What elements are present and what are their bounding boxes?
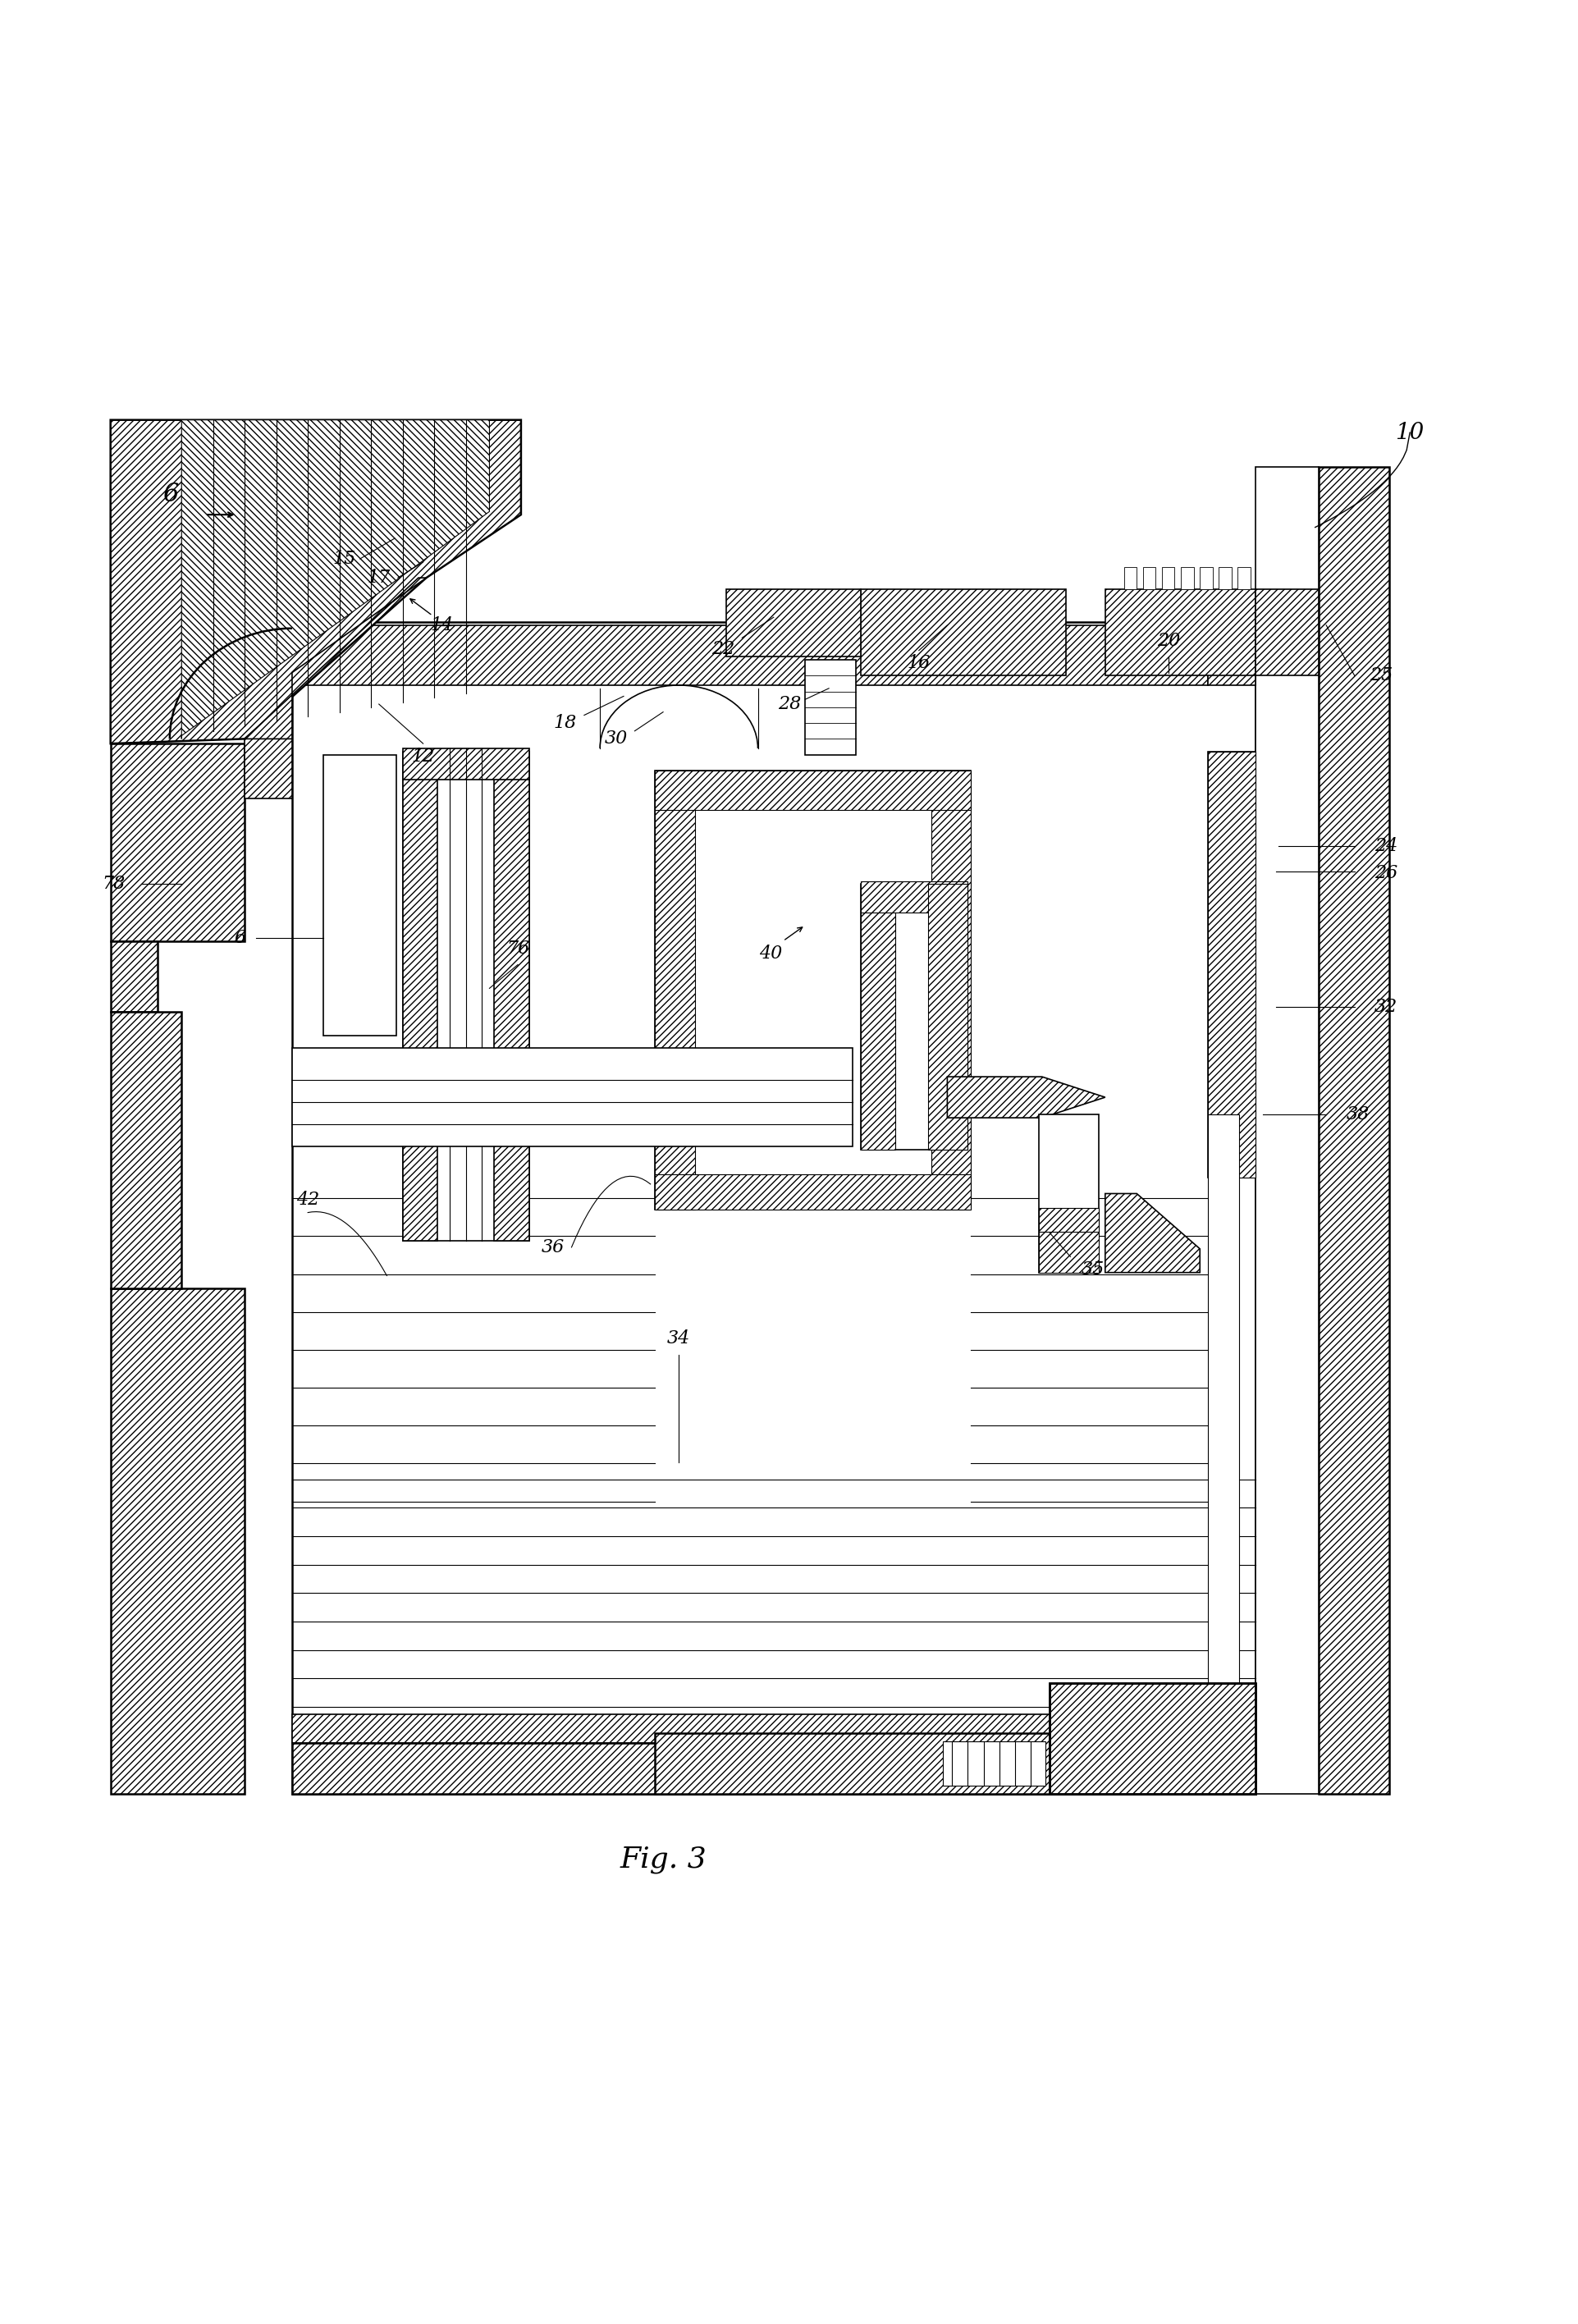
Bar <box>655 772 970 809</box>
Text: 38: 38 <box>1346 1106 1368 1125</box>
Bar <box>1255 467 1318 1794</box>
Bar <box>928 883 967 1150</box>
Polygon shape <box>245 579 426 739</box>
Bar <box>1142 567 1155 588</box>
Text: 78: 78 <box>103 876 125 892</box>
Bar <box>1049 1683 1255 1794</box>
Text: 6: 6 <box>163 481 178 507</box>
Bar <box>494 751 529 1241</box>
Bar <box>292 1048 852 1146</box>
Text: 17: 17 <box>368 569 390 588</box>
Text: 16: 16 <box>907 653 929 672</box>
Text: 26: 26 <box>1374 865 1397 883</box>
Bar <box>110 1011 181 1287</box>
Text: 12: 12 <box>412 748 434 765</box>
Text: 6: 6 <box>234 930 246 946</box>
Bar <box>292 625 1207 686</box>
Bar <box>110 1287 245 1794</box>
Text: 30: 30 <box>604 730 626 748</box>
Bar <box>1207 1116 1239 1715</box>
Text: 36: 36 <box>541 1239 563 1257</box>
Bar <box>402 751 437 1241</box>
Bar <box>1318 467 1389 1794</box>
Bar <box>1161 567 1174 588</box>
Bar <box>1049 1683 1255 1794</box>
Bar <box>726 588 860 658</box>
Bar <box>1207 751 1255 1178</box>
Bar <box>1237 567 1250 588</box>
Text: 34: 34 <box>667 1329 690 1348</box>
Text: 15: 15 <box>333 551 355 567</box>
Bar <box>1207 625 1255 686</box>
Text: 40: 40 <box>759 944 781 962</box>
Text: 20: 20 <box>1157 632 1179 651</box>
Text: 22: 22 <box>712 639 734 658</box>
Text: 76: 76 <box>507 939 529 957</box>
Bar <box>1207 751 1255 1178</box>
Bar <box>245 739 292 799</box>
Bar <box>931 772 970 1208</box>
Polygon shape <box>947 1076 1105 1118</box>
Bar <box>1199 567 1212 588</box>
Bar <box>655 1174 970 1208</box>
Bar <box>860 883 967 1150</box>
Bar <box>1255 588 1318 676</box>
Polygon shape <box>110 421 521 744</box>
Text: 24: 24 <box>1374 837 1397 855</box>
Bar <box>323 755 396 1037</box>
Bar <box>110 941 158 1011</box>
Text: 25: 25 <box>1370 667 1392 686</box>
Bar <box>1180 567 1193 588</box>
Bar <box>942 1741 1045 1785</box>
Bar <box>402 748 529 781</box>
Bar <box>655 1734 1049 1794</box>
Text: 14: 14 <box>431 616 453 634</box>
Text: 42: 42 <box>297 1190 319 1208</box>
Bar <box>1038 1208 1098 1274</box>
Polygon shape <box>1105 1195 1199 1274</box>
Bar <box>292 1743 1255 1794</box>
Text: 18: 18 <box>554 713 576 732</box>
Text: Fig. 3: Fig. 3 <box>620 1845 705 1873</box>
Bar <box>805 660 855 755</box>
Bar <box>292 1715 1255 1743</box>
Bar <box>1105 588 1255 676</box>
Bar <box>110 744 245 941</box>
Bar <box>860 881 967 913</box>
Bar <box>1038 1116 1098 1274</box>
Bar <box>860 883 895 1150</box>
Bar <box>1218 567 1231 588</box>
Bar <box>860 588 1065 676</box>
Bar <box>402 751 529 1241</box>
Bar <box>655 772 694 1208</box>
Text: 28: 28 <box>778 695 800 713</box>
Text: 10: 10 <box>1395 421 1423 444</box>
Bar <box>1038 1208 1098 1232</box>
Polygon shape <box>181 421 489 739</box>
Text: 35: 35 <box>1081 1260 1103 1278</box>
Text: 32: 32 <box>1374 999 1397 1016</box>
Bar <box>292 623 1255 1794</box>
Bar <box>655 772 970 1208</box>
Bar <box>1124 567 1136 588</box>
